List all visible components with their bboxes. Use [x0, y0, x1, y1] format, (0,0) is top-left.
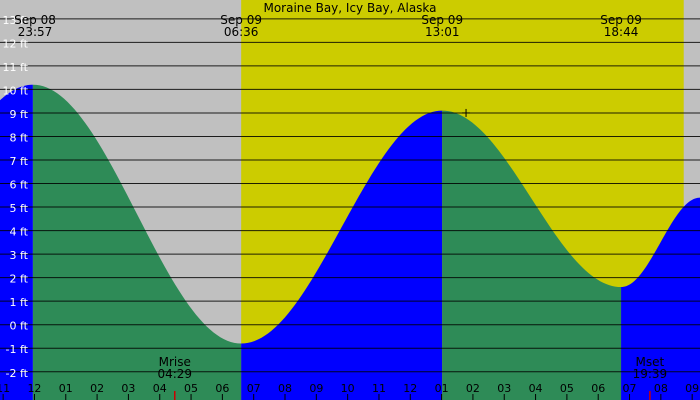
y-tick-label: 10 ft [3, 84, 29, 97]
x-tick-label: 12 [27, 382, 41, 395]
moon-event-time: 19:39 [633, 367, 668, 381]
x-tick-label: 04 [529, 382, 543, 395]
y-tick-label: 9 ft [10, 108, 29, 121]
y-tick-label: 4 ft [10, 226, 29, 239]
extreme-time: 06:36 [224, 25, 259, 39]
y-tick-label: 11 ft [3, 61, 29, 74]
y-tick-label: 1 ft [10, 296, 29, 309]
x-tick-label: 11 [0, 382, 10, 395]
extreme-date: Sep 08 [14, 13, 56, 27]
x-tick-label: 03 [497, 382, 511, 395]
y-tick-label: -1 ft [6, 343, 29, 356]
extreme-date: Sep 09 [421, 13, 463, 27]
y-tick-label: -2 ft [6, 367, 29, 380]
x-tick-label: 05 [184, 382, 198, 395]
y-tick-label: 6 ft [10, 179, 29, 192]
rising-tide-area [241, 110, 443, 400]
crosshair-icon [462, 108, 471, 117]
x-tick-label: 01 [435, 382, 449, 395]
x-tick-label: 06 [215, 382, 229, 395]
extreme-time: 18:44 [604, 25, 639, 39]
falling-tide-area [32, 84, 242, 400]
x-tick-label: 12 [403, 382, 417, 395]
rising-tide-area [621, 197, 700, 400]
y-tick-label: 3 ft [10, 249, 29, 262]
x-tick-label: 02 [90, 382, 104, 395]
x-tick-label: 08 [278, 382, 292, 395]
y-tick-label: 5 ft [10, 202, 29, 215]
chart-title: Moraine Bay, Icy Bay, Alaska [263, 1, 436, 15]
y-tick-label: 2 ft [10, 273, 29, 286]
moon-event-label: Mset [636, 355, 665, 369]
x-tick-label: 02 [466, 382, 480, 395]
y-tick-label: 12 ft [3, 37, 29, 50]
x-tick-label: 11 [372, 382, 386, 395]
tide-area [0, 84, 700, 400]
extreme-date: Sep 09 [600, 13, 642, 27]
x-tick-label: 09 [685, 382, 699, 395]
x-tick-label: 01 [59, 382, 73, 395]
rising-tide-area [0, 84, 33, 400]
x-tick-label: 03 [121, 382, 135, 395]
moon-event-time: 04:29 [157, 367, 192, 381]
x-tick-label: 10 [341, 382, 355, 395]
x-tick-label: 06 [591, 382, 605, 395]
y-tick-label: 13 ft [3, 14, 29, 27]
y-tick-labels: 13 ft 12 ft 11 ft 10 ft 9 ft 8 ft 7 ft 6 ft 5 ft… [3, 14, 29, 380]
x-tick-labels: 11 12 01 02 03 04 05 06 07 08 09 10 11 12 01 02 03 04 05 06… [0, 382, 699, 400]
x-tick-label: 09 [309, 382, 323, 395]
grid-lines [0, 18, 700, 373]
y-tick-label: 0 ft [10, 320, 29, 333]
falling-tide-area [442, 110, 622, 400]
extreme-time: 23:57 [18, 25, 53, 39]
x-tick-label: 05 [560, 382, 574, 395]
extreme-date: Sep 09 [220, 13, 262, 27]
x-tick-label: 07 [623, 382, 637, 395]
x-tick-label: 04 [153, 382, 167, 395]
extreme-time: 13:01 [425, 25, 460, 39]
moon-event-label: Mrise [159, 355, 191, 369]
x-tick-label: 08 [654, 382, 668, 395]
x-tick-label: 07 [247, 382, 261, 395]
y-tick-label: 8 ft [10, 131, 29, 144]
y-tick-label: 7 ft [10, 155, 29, 168]
